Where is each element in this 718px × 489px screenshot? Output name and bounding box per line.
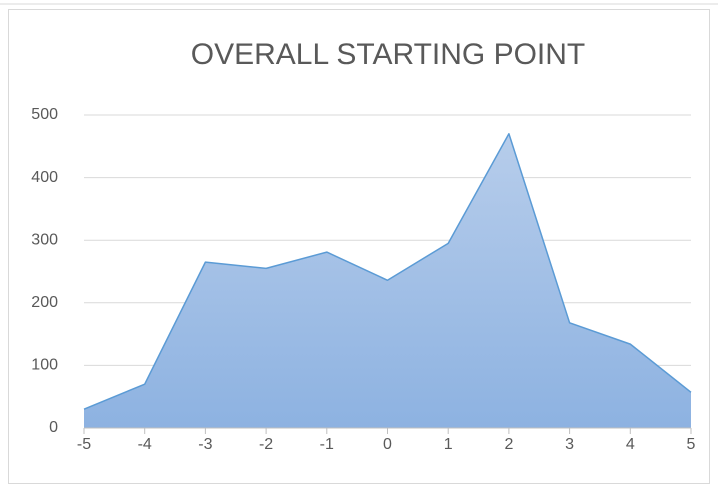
x-tick-label: 4: [626, 436, 635, 453]
x-tick-label: 3: [565, 436, 574, 453]
y-tick-label: 500: [31, 106, 58, 123]
y-tick-label: 200: [31, 294, 58, 311]
x-tick-label: -4: [138, 436, 152, 453]
x-tick-label: -5: [77, 436, 91, 453]
x-tick-label: 0: [383, 436, 392, 453]
y-tick-label: 400: [31, 169, 58, 186]
x-tick-label: 2: [504, 436, 513, 453]
y-tick-label: 0: [49, 419, 58, 436]
y-tick-label: 100: [31, 357, 58, 374]
x-tick-label: 1: [444, 436, 453, 453]
area-line: [83, 133, 692, 410]
x-tick-label: -2: [259, 436, 273, 453]
chart-title: OVERALL STARTING POINT: [191, 38, 586, 71]
x-tick-label: -1: [320, 436, 334, 453]
x-tick-label: 5: [687, 436, 696, 453]
y-tick-label: 300: [31, 231, 58, 248]
x-tick-label: -3: [198, 436, 212, 453]
